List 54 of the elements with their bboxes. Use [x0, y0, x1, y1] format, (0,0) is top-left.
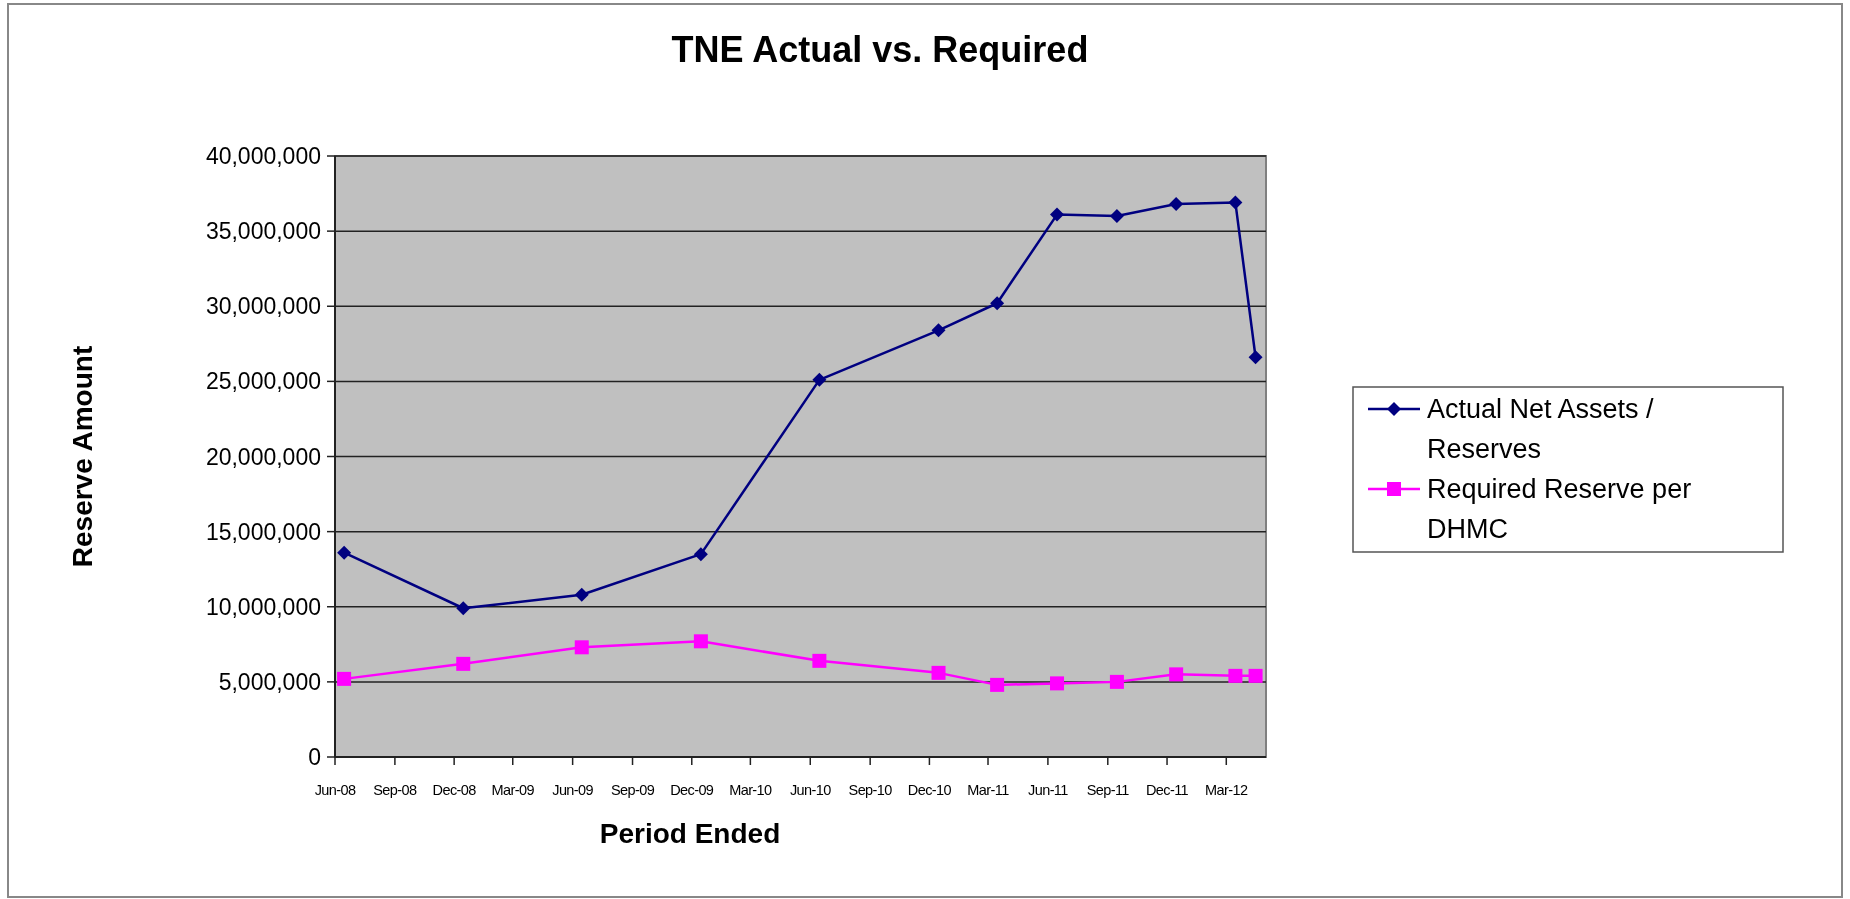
point: [693, 634, 708, 649]
x-tick-label: Sep-10: [848, 782, 893, 798]
y-tick-label: 35,000,000: [205, 218, 321, 245]
point: [990, 296, 1005, 311]
point: [337, 545, 352, 560]
x-tick-label: Sep-08: [373, 782, 417, 798]
y-tick-label: 20,000,000: [205, 443, 321, 470]
y-axis-title: Reserve Amount: [67, 345, 98, 568]
point: [1169, 197, 1184, 212]
x-tick-label: Mar-12: [1205, 782, 1248, 798]
x-tick-label: Jun-10: [789, 782, 832, 798]
point: [456, 601, 471, 616]
x-tick-label: Mar-09: [491, 782, 535, 798]
point: [812, 653, 827, 668]
y-tick-label: 5,000,000: [218, 668, 321, 695]
point: [1109, 209, 1124, 224]
y-tick-label: 25,000,000: [205, 368, 321, 395]
point: [574, 640, 589, 655]
x-tick-label: Sep-11: [1086, 782, 1130, 798]
point: [931, 323, 946, 338]
point: [693, 547, 708, 562]
x-tick-label: Jun-11: [1028, 782, 1069, 798]
point: [1050, 676, 1065, 691]
chart-title: TNE Actual vs. Required: [671, 29, 1089, 70]
x-tick-label: Dec-08: [432, 782, 477, 798]
y-tick-label: 40,000,000: [205, 143, 321, 170]
point: [1228, 668, 1243, 683]
x-tick-label: Dec-11: [1146, 782, 1189, 798]
point: [1228, 195, 1243, 210]
point: [990, 677, 1005, 692]
x-tick-label: Dec-10: [907, 782, 952, 798]
point: [337, 671, 352, 686]
point: [931, 665, 946, 680]
x-tick-label: Sep-09: [610, 782, 655, 798]
point: [1248, 668, 1263, 683]
y-tick-label: 0: [308, 744, 321, 771]
point: [574, 587, 589, 602]
point: [1109, 674, 1124, 689]
point: [1169, 667, 1184, 682]
y-tick-label: 10,000,000: [205, 593, 321, 620]
point: [812, 372, 827, 387]
x-tick-label: Mar-11: [967, 782, 1010, 798]
x-tick-label: Dec-09: [670, 782, 714, 798]
legend-label: Required Reserve per DHMC: [1427, 474, 1692, 545]
point: [456, 656, 471, 671]
x-tick-label: Jun-08: [314, 782, 356, 798]
x-tick-label: Jun-09: [552, 782, 594, 798]
x-axis-title: Period Ended: [599, 817, 781, 849]
x-tick-label: Mar-10: [729, 782, 773, 798]
y-tick-label: 15,000,000: [205, 518, 321, 545]
point: [1248, 350, 1263, 365]
legend-label: Actual Net Assets / Reserves: [1427, 394, 1655, 465]
point: [1050, 207, 1065, 222]
y-tick-label: 30,000,000: [205, 293, 321, 320]
